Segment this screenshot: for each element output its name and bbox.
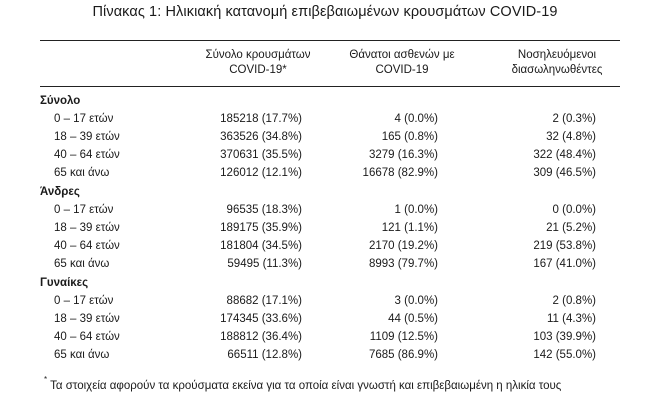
table-row: 0 – 17 ετών 185218 (17.7%) 4 (0.0%) 2 (0.3%… [40, 113, 620, 131]
table-row: 0 – 17 ετών 96535 (18.3%) 1 (0.0%) 0 (0.0%) [40, 204, 620, 222]
header-deaths-line2: COVID-19 [375, 64, 429, 76]
row-age-label: 0 – 17 ετών [54, 112, 114, 125]
table-row: 40 – 64 ετών 188812 (36.4%) 1109 (12.5%) 10… [40, 331, 620, 349]
row-cases-value: 96535 (18.3%) [226, 203, 302, 216]
row-age-label: 0 – 17 ετών [54, 294, 114, 307]
group-heading: Γυναίκες [40, 277, 89, 289]
row-cases-value: 185218 (17.7%) [220, 112, 302, 125]
row-age-label: 18 – 39 ετών [54, 130, 120, 143]
header-intubated-line1: Νοσηλευόμενοι [517, 49, 597, 61]
header-intubated-line2: διασωληνωθέντες [511, 64, 603, 76]
footnote-text: Τα στοιχεία αφορούν τα κρούσματα εκείνα … [50, 379, 562, 392]
row-cases-value: 88682 (17.1%) [226, 294, 302, 307]
row-cases-value: 370631 (35.5%) [220, 148, 302, 161]
row-age-label: 65 και άνω [54, 167, 110, 180]
row-age-label: 18 – 39 ετών [54, 221, 120, 234]
row-age-label: 65 και άνω [54, 258, 110, 271]
row-cases-value: 188812 (36.4%) [220, 330, 302, 343]
row-age-label: 0 – 17 ετών [54, 203, 114, 216]
row-cases-value: 363526 (34.8%) [220, 130, 302, 143]
table-row: 18 – 39 ετών 363526 (34.8%) 165 (0.8%) 32 (… [40, 131, 620, 149]
row-deaths-value: 16678 (82.9%) [362, 167, 438, 180]
row-deaths-value: 2170 (19.2%) [368, 239, 438, 252]
row-deaths-value: 8993 (79.7%) [368, 258, 438, 271]
row-intubated-value: 2 (0.3%) [552, 112, 596, 125]
row-intubated-value: 322 (48.4%) [533, 148, 596, 161]
row-intubated-value: 21 (5.2%) [546, 221, 596, 234]
row-deaths-value: 3279 (16.3%) [368, 148, 438, 161]
row-deaths-value: 1 (0.0%) [394, 203, 438, 216]
row-cases-value: 174345 (33.6%) [220, 312, 302, 325]
row-age-label: 40 – 64 ετών [54, 330, 120, 343]
row-age-label: 40 – 64 ετών [54, 148, 120, 161]
header-rule [40, 86, 620, 87]
group-heading: Άνδρες [40, 186, 80, 198]
header-deaths: Θάνατοι ασθενών με COVID-19 [332, 48, 472, 78]
footnote-marker: * [44, 375, 48, 384]
row-cases-value: 126012 (12.1%) [220, 167, 302, 180]
row-deaths-value: 165 (0.8%) [381, 130, 438, 143]
row-cases-value: 59495 (11.3%) [227, 258, 302, 271]
row-age-label: 40 – 64 ετών [54, 239, 120, 252]
footnote: *Τα στοιχεία αφορούν τα κρούσματα εκείνα… [44, 375, 562, 392]
row-deaths-value: 44 (0.5%) [388, 312, 438, 325]
table-row: 65 και άνω 59495 (11.3%) 8993 (79.7%) 167 (… [40, 258, 620, 276]
table-title: Πίνακας 1: Ηλικιακή κατανομή επιβεβαιωμέ… [92, 4, 558, 20]
row-cases-value: 189175 (35.9%) [220, 221, 302, 234]
row-intubated-value: 167 (41.0%) [533, 258, 596, 271]
row-intubated-value: 11 (4.3%) [546, 312, 596, 325]
group-heading: Σύνολο [40, 95, 81, 107]
row-age-label: 65 και άνω [54, 349, 110, 362]
header-deaths-line1: Θάνατοι ασθενών με [349, 49, 455, 61]
header-total-cases-line2: COVID-19* [229, 64, 287, 76]
table-row: 65 και άνω 126012 (12.1%) 16678 (82.9%) 309… [40, 167, 620, 185]
row-intubated-value: 142 (55.0%) [533, 349, 596, 362]
row-intubated-value: 103 (39.9%) [533, 330, 596, 343]
row-intubated-value: 309 (46.5%) [533, 167, 596, 180]
row-deaths-value: 4 (0.0%) [394, 112, 438, 125]
row-intubated-value: 219 (53.8%) [533, 239, 596, 252]
table-row: 0 – 17 ετών 88682 (17.1%) 3 (0.0%) 2 (0.8%) [40, 295, 620, 313]
header-intubated: Νοσηλευόμενοι διασωληνωθέντες [492, 48, 622, 78]
row-deaths-value: 7685 (86.9%) [368, 349, 438, 362]
header-total-cases: Σύνολο κρουσμάτων COVID-19* [188, 48, 328, 78]
row-cases-value: 66511 (12.8%) [227, 349, 302, 362]
row-intubated-value: 2 (0.8%) [552, 294, 596, 307]
table-row: 18 – 39 ετών 174345 (33.6%) 44 (0.5%) 11 (4… [40, 313, 620, 331]
row-deaths-value: 121 (1.1%) [381, 221, 438, 234]
header-total-cases-line1: Σύνολο κρουσμάτων [205, 49, 311, 61]
table-row: 40 – 64 ετών 370631 (35.5%) 3279 (16.3%) 32… [40, 149, 620, 167]
table-row: 18 – 39 ετών 189175 (35.9%) 121 (1.1%) 21 (… [40, 222, 620, 240]
row-deaths-value: 1109 (12.5%) [369, 330, 438, 343]
table-row: 65 και άνω 66511 (12.8%) 7685 (86.9%) 142 (… [40, 349, 620, 367]
row-intubated-value: 32 (4.8%) [546, 130, 596, 143]
top-rule [40, 40, 620, 41]
row-cases-value: 181804 (34.5%) [220, 239, 302, 252]
row-intubated-value: 0 (0.0%) [552, 203, 596, 216]
table-row: 40 – 64 ετών 181804 (34.5%) 2170 (19.2%) 21… [40, 240, 620, 258]
row-deaths-value: 3 (0.0%) [394, 294, 438, 307]
row-age-label: 18 – 39 ετών [54, 312, 120, 325]
